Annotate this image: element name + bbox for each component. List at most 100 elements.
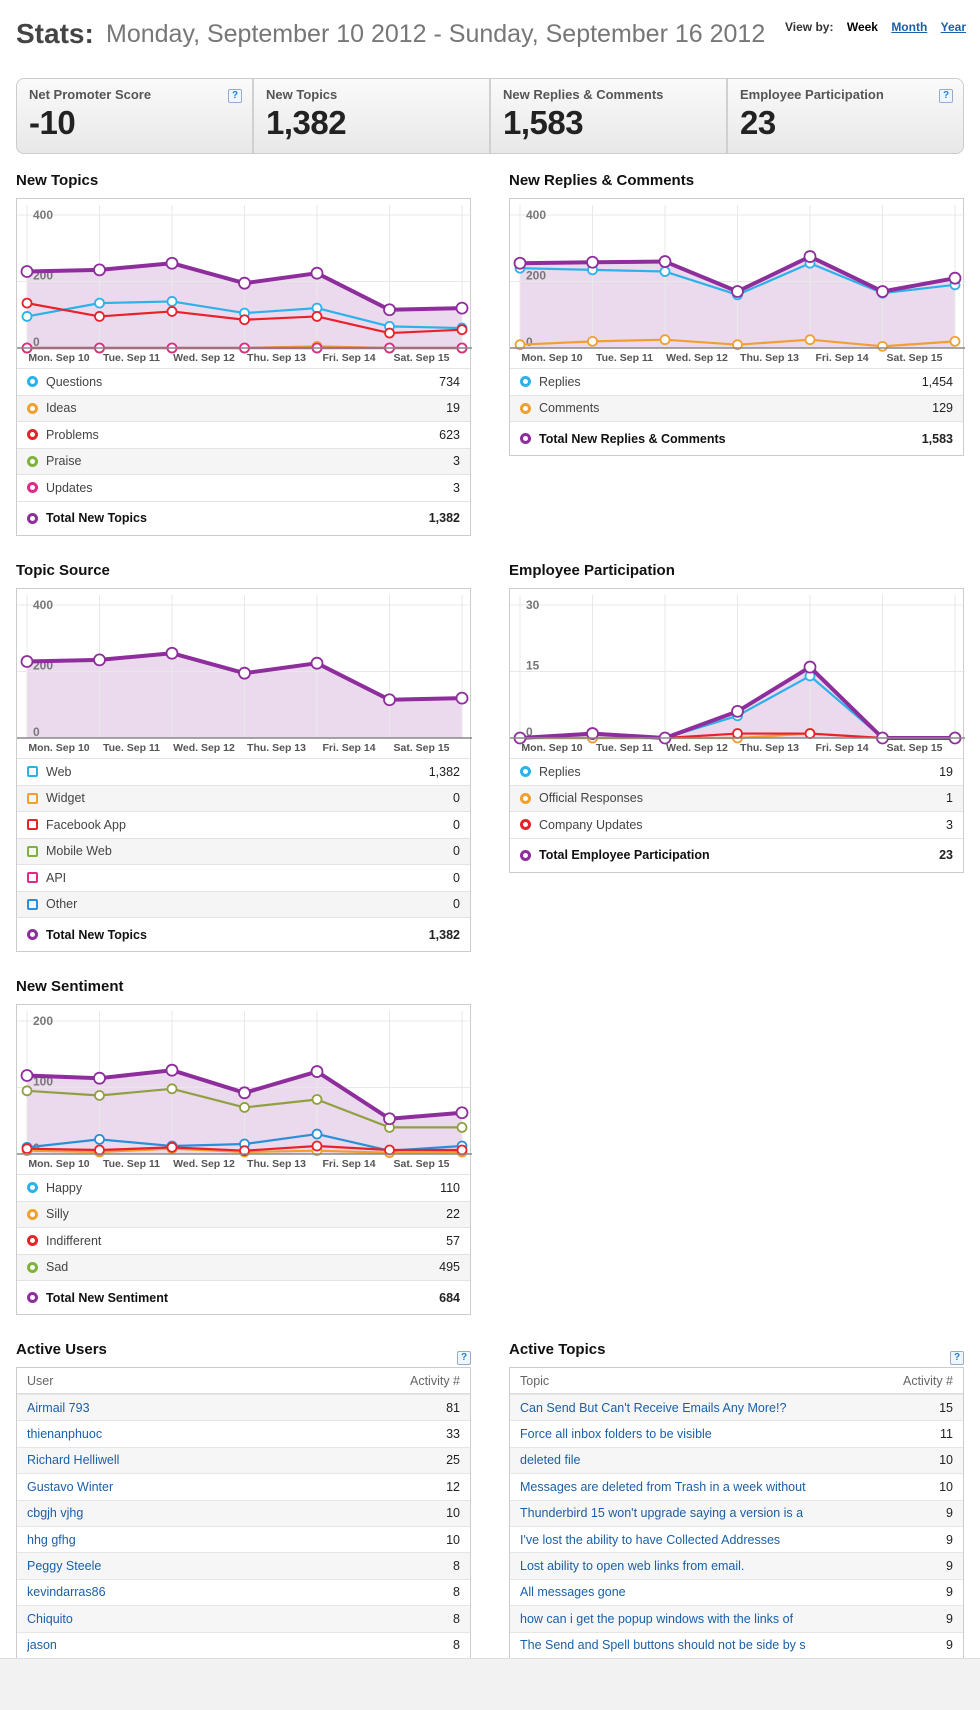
- legend-row-api[interactable]: API 0: [17, 864, 470, 891]
- legend-row-silly[interactable]: Silly 22: [17, 1200, 470, 1227]
- user-link[interactable]: cbgjh vjhg: [27, 1506, 84, 1521]
- legend-row-widget[interactable]: Widget 0: [17, 784, 470, 811]
- employee-participation-chart: 30 15 0 Mon. Sep 10 Tue. Sep 11 Wed. Sep 12 Th…: [509, 588, 965, 758]
- legend-row-facebook-app[interactable]: Facebook App 0: [17, 811, 470, 838]
- topic-link[interactable]: how can i get the popup windows with the…: [520, 1611, 794, 1626]
- legend-row-total[interactable]: Total New Replies & Comments 1,583: [510, 421, 963, 455]
- view-year-link[interactable]: Year: [940, 20, 966, 34]
- x-tick-label: Thu. Sep 13: [247, 742, 306, 754]
- legend-value: 734: [439, 374, 460, 389]
- legend-row-problems[interactable]: Problems 623: [17, 421, 470, 448]
- new-topics-panel: New Topics 400 200 0 Mon. Sep 10 Tue. Sep 11…: [16, 172, 472, 536]
- activity-count: 10: [446, 1506, 460, 1521]
- data-point: [383, 303, 396, 317]
- legend-label: Total Employee Participation: [539, 848, 710, 862]
- x-tick-label: Mon. Sep 10: [521, 352, 582, 364]
- user-link[interactable]: jason: [27, 1638, 57, 1653]
- data-point: [165, 256, 179, 270]
- legend-row-happy[interactable]: Happy 110: [17, 1174, 470, 1201]
- user-link[interactable]: Peggy Steele: [27, 1559, 102, 1574]
- user-link[interactable]: Chiquito: [27, 1611, 73, 1626]
- data-point: [94, 1133, 105, 1145]
- user-link[interactable]: hhg gfhg: [27, 1532, 76, 1547]
- legend-row-indifferent[interactable]: Indifferent 57: [17, 1227, 470, 1254]
- section-title: Active Topics: [509, 1341, 606, 1358]
- legend-row-questions[interactable]: Questions 734: [17, 368, 470, 395]
- x-tick-label: Tue. Sep 11: [103, 352, 160, 364]
- user-link[interactable]: Gustavo Winter: [27, 1479, 114, 1494]
- data-point: [310, 266, 324, 280]
- legend-row-web[interactable]: Web 1,382: [17, 758, 470, 785]
- view-week-selected[interactable]: Week: [846, 20, 878, 34]
- summary-title: New Topics: [266, 87, 338, 102]
- topic-link[interactable]: Force all inbox folders to be visible: [520, 1427, 712, 1442]
- user-link[interactable]: kevindarras86: [27, 1585, 106, 1600]
- user-link[interactable]: thienanphuoc: [27, 1427, 103, 1442]
- legend-label: Happy: [46, 1180, 83, 1195]
- topic-link[interactable]: I've lost the ability to have Collected …: [520, 1532, 781, 1547]
- user-link[interactable]: Richard Helliwell: [27, 1453, 120, 1468]
- page-title: Stats:: [16, 18, 94, 49]
- active-users-rows: Airmail 793 81 thienanphuoc 33 Richard Helli…: [17, 1394, 470, 1658]
- summary-title: Employee Participation: [740, 87, 884, 102]
- topic-link[interactable]: The Send and Spell buttons should not be…: [520, 1638, 806, 1653]
- help-icon[interactable]: ?: [228, 89, 242, 103]
- data-point: [93, 653, 106, 667]
- legend-row-sad[interactable]: Sad 495: [17, 1253, 470, 1280]
- legend-row-total[interactable]: Total Employee Participation 23: [510, 837, 963, 872]
- legend-label: Questions: [46, 374, 103, 389]
- data-point: [166, 296, 178, 307]
- topic-link[interactable]: All messages gone: [520, 1585, 626, 1600]
- table-row: The Send and Spell buttons should not be…: [510, 1631, 963, 1658]
- official-responses-marker-icon: [520, 792, 531, 804]
- legend-row-company-updates[interactable]: Company Updates 3: [510, 811, 963, 838]
- indifferent-marker-icon: [27, 1235, 38, 1247]
- legend-row-replies[interactable]: Replies 19: [510, 758, 963, 785]
- data-point: [455, 1106, 469, 1120]
- topic-link[interactable]: deleted file: [520, 1453, 581, 1468]
- view-month-link[interactable]: Month: [891, 20, 928, 34]
- topic-link[interactable]: Can Send But Can't Receive Emails Any Mo…: [520, 1400, 787, 1415]
- legend-value: 1,382: [428, 927, 460, 942]
- topic-link[interactable]: Messages are deleted from Trash in a wee…: [520, 1479, 806, 1494]
- x-tick-label: Tue. Sep 11: [103, 742, 160, 754]
- legend-row-other[interactable]: Other 0: [17, 890, 470, 917]
- topic-source-panel: Topic Source 400 200 0 Mon. Sep 10 Tue. Sep …: [16, 562, 472, 952]
- legend-row-total[interactable]: Total New Topics 1,382: [17, 917, 470, 951]
- data-point: [239, 1102, 250, 1113]
- legend-row-official-responses[interactable]: Official Responses 1: [510, 784, 963, 811]
- y-tick-label: 400: [33, 598, 53, 612]
- help-icon[interactable]: ?: [457, 1351, 471, 1365]
- x-tick-label: Sat. Sep 15: [393, 352, 449, 364]
- activity-count: 25: [446, 1453, 460, 1468]
- y-tick-label: 400: [526, 208, 546, 222]
- data-point: [20, 265, 34, 278]
- legend-row-replies[interactable]: Replies 1,454: [510, 368, 963, 395]
- sad-marker-icon: [27, 1261, 38, 1273]
- help-icon[interactable]: ?: [950, 1351, 964, 1365]
- column-header-activity: Activity #: [902, 1373, 953, 1388]
- legend-label: Replies: [539, 764, 581, 779]
- topic-link[interactable]: Thunderbird 15 won't upgrade saying a ve…: [520, 1506, 804, 1521]
- legend-row-ideas[interactable]: Ideas 19: [17, 394, 470, 421]
- topic-link[interactable]: Lost ability to open web links from emai…: [520, 1559, 745, 1574]
- legend-row-total[interactable]: Total New Sentiment 684: [17, 1280, 470, 1314]
- legend-value: 623: [439, 427, 460, 442]
- user-link[interactable]: Airmail 793: [27, 1400, 90, 1415]
- data-point: [876, 285, 889, 298]
- y-tick-label: 200: [526, 269, 546, 283]
- data-point: [513, 256, 527, 270]
- help-icon[interactable]: ?: [939, 89, 953, 103]
- data-point: [659, 266, 671, 277]
- legend-row-praise[interactable]: Praise 3: [17, 447, 470, 474]
- data-point: [94, 297, 105, 309]
- data-point: [20, 655, 34, 668]
- summary-value: -10: [29, 104, 76, 141]
- x-tick-label: Fri. Sep 14: [322, 1158, 375, 1170]
- legend-row-updates[interactable]: Updates 3: [17, 474, 470, 501]
- legend-row-comments[interactable]: Comments 129: [510, 394, 963, 421]
- legend-row-mobile-web[interactable]: Mobile Web 0: [17, 837, 470, 864]
- legend-row-total[interactable]: Total New Topics 1,382: [17, 500, 470, 535]
- table-row: deleted file 10: [510, 1446, 963, 1474]
